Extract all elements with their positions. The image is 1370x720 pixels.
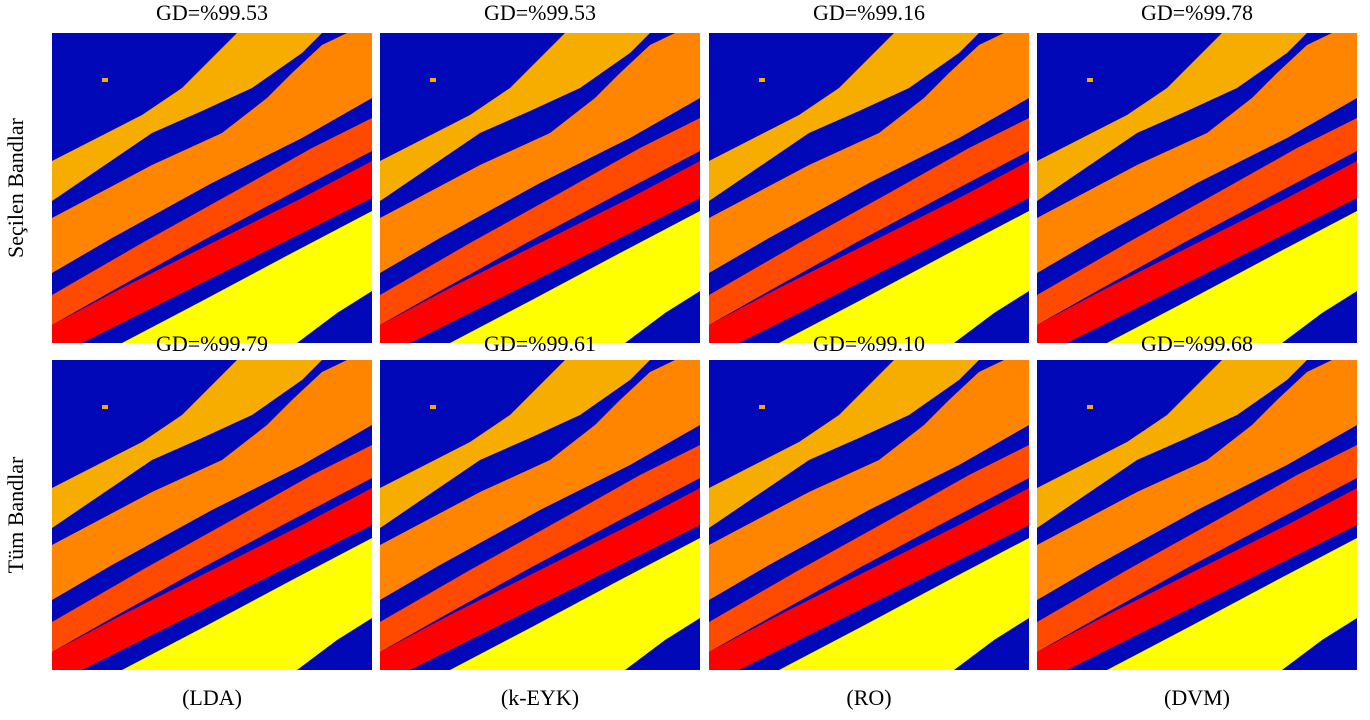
column-label: (DVM) — [1164, 685, 1230, 710]
column-label: (RO) — [846, 685, 891, 710]
panel-title: GD=%99.16 — [813, 0, 925, 25]
figure: Seçilen Bandlar Tüm Bandlar GD=%99.53 GD… — [0, 0, 1370, 720]
panel-title: GD=%99.53 — [156, 0, 268, 25]
panel-title: GD=%99.53 — [484, 0, 596, 25]
panel-title: GD=%99.68 — [1141, 331, 1253, 356]
map-image — [1037, 360, 1357, 670]
map-image — [52, 33, 372, 343]
column-label: (LDA) — [182, 685, 242, 710]
column-label: (k-EYK) — [501, 685, 579, 710]
panel-title: GD=%99.78 — [1141, 0, 1253, 25]
map-image — [52, 360, 372, 670]
map-image — [380, 33, 700, 343]
panel-title: GD=%99.10 — [813, 331, 925, 356]
panel-title: GD=%99.79 — [156, 331, 268, 356]
map-image — [709, 360, 1029, 670]
map-image — [709, 33, 1029, 343]
row-label: Tüm Bandlar — [3, 456, 28, 573]
map-image — [1037, 33, 1357, 343]
map-image — [380, 360, 700, 670]
panel-title: GD=%99.61 — [484, 331, 596, 356]
row-label: Seçilen Bandlar — [3, 117, 28, 258]
